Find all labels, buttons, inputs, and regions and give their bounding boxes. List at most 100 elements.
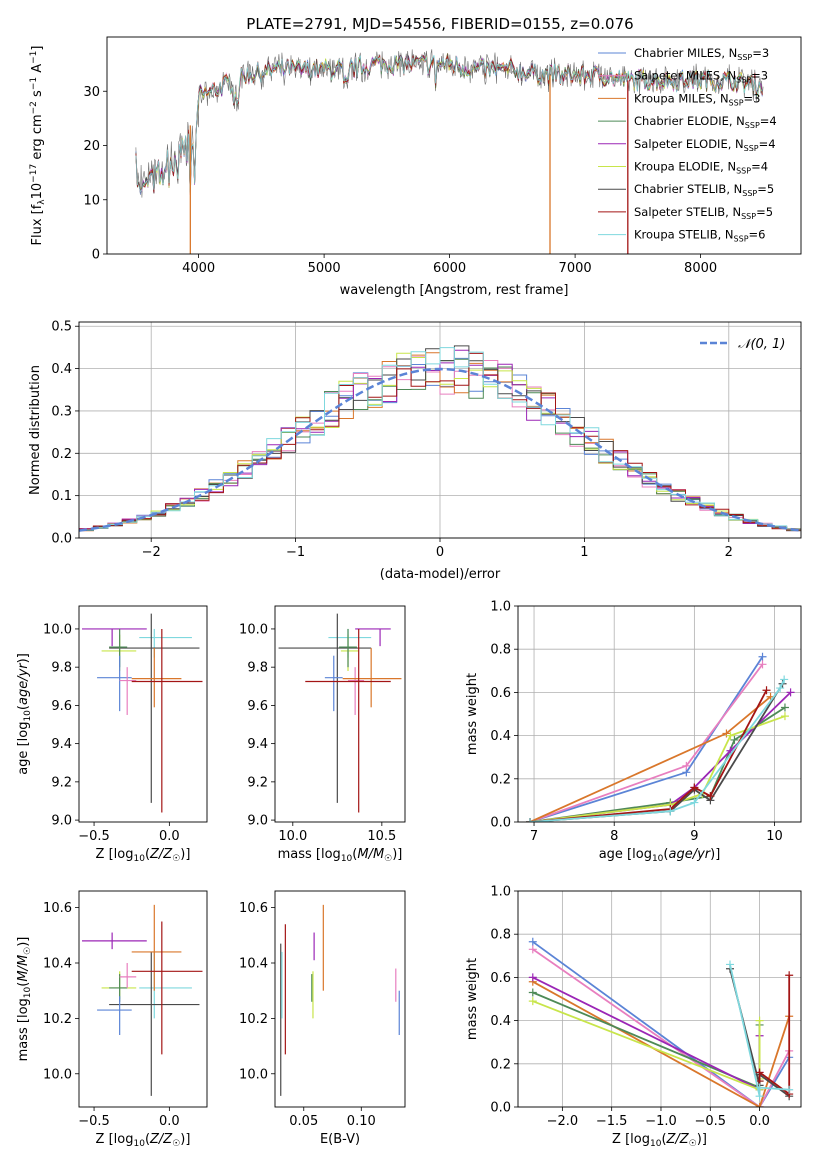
line-salpeter-stelib xyxy=(758,975,791,1096)
label-part: Z [log xyxy=(96,847,134,862)
x-tick-label: −2 xyxy=(142,545,161,560)
label-part: 10 xyxy=(652,854,664,864)
legend-label: Salpeter STELIB, NSSP=5 xyxy=(634,205,773,221)
legend-label-tail: =5 xyxy=(757,182,774,196)
label-part: ( xyxy=(16,705,31,710)
errorbar-chabrier-stelib xyxy=(278,613,372,803)
label-part: 10 xyxy=(30,183,45,200)
marker-kroupa-stelib xyxy=(690,798,699,807)
panel-spectrum: 4000 5000 6000 7000 8000 0 10 20 30 wavelength [A… xyxy=(29,36,802,298)
legend-label: Chabrier MILES, NSSP=3 xyxy=(634,46,769,62)
x-tick-label: 10 xyxy=(766,829,783,844)
marker-salpeter-stelib xyxy=(785,971,794,980)
label-part: )] xyxy=(16,653,31,663)
x-tick-label: 0.05 xyxy=(289,1114,318,1129)
line-salpeter-stelib xyxy=(529,689,768,822)
y-axis-label: mass weight xyxy=(465,958,480,1040)
y-tick-label: 0.4 xyxy=(51,362,72,377)
label-part: Z/Z xyxy=(666,1132,690,1147)
legend-label-main: Kroupa STELIB, N xyxy=(634,228,734,242)
weight-lines xyxy=(526,652,795,822)
legend-label: Salpeter MILES, NSSP=3 xyxy=(634,69,768,85)
figure-title: PLATE=2791, MJD=54556, FIBERID=0155, z=0… xyxy=(246,15,633,33)
errorbar-chabrier-elodie xyxy=(339,628,357,668)
y-tick-label: 10.4 xyxy=(239,957,268,972)
label-part: Z/Z xyxy=(149,1132,173,1147)
y-tick-label: 0.2 xyxy=(490,772,511,787)
marker-chabrier-elodie xyxy=(780,703,789,712)
errorbar-kroupa-stelib xyxy=(139,628,192,658)
line-kroupa-elodie xyxy=(532,1000,761,1092)
y-tick-label: 0.0 xyxy=(51,532,72,547)
spectrum-lines xyxy=(135,49,764,254)
legend-label: Kroupa STELIB, NSSP=6 xyxy=(634,228,765,244)
legend: Chabrier MILES, NSSP=3 Salpeter MILES, NS… xyxy=(598,46,777,244)
x-axis-label: Z [log10(Z/Z☉)] xyxy=(96,847,191,864)
legend-label: Kroupa MILES, NSSP=3 xyxy=(634,91,760,107)
marker-kroupa-elodie xyxy=(780,712,789,721)
x-tick-label: 2 xyxy=(725,545,733,560)
axes-frame xyxy=(274,890,406,1108)
y-tick-label: 9.4 xyxy=(51,737,72,752)
normal-reference-curve xyxy=(79,367,801,532)
y-tick-label: 10.2 xyxy=(43,1012,72,1027)
legend-label-sub: SSP xyxy=(729,98,744,107)
y-tick-label: 10 xyxy=(83,193,100,208)
panel-mass_vs_EBV: 0.05 0.10 10.0 10.2 10.4 10.6 E(B-V) xyxy=(239,890,406,1147)
x-tick-label: 10.0 xyxy=(278,829,307,844)
label-part: 10 xyxy=(650,1139,662,1149)
line-kroupa-stelib xyxy=(529,679,786,822)
axes-frame xyxy=(78,890,208,1108)
label-part: 10 xyxy=(23,710,33,722)
y-tick-label: 9.0 xyxy=(247,814,268,829)
label-part: A xyxy=(30,64,45,77)
legend-label-sub: SSP xyxy=(736,76,751,85)
marker-chabrier-elodie xyxy=(730,735,739,744)
label-part: )] xyxy=(697,1132,707,1147)
label-part: λ xyxy=(37,199,47,205)
legend-label-main: Salpeter STELIB, N xyxy=(634,205,741,219)
label-part: −2 xyxy=(29,101,39,114)
marker-salpeter-elodie xyxy=(528,973,537,982)
x-axis-label: mass [log10(M/M☉)] xyxy=(278,847,403,864)
marker-salpeter-stelib xyxy=(755,1068,764,1077)
legend-label-tail: =3 xyxy=(744,91,761,105)
errorbars xyxy=(82,613,203,813)
marker-kroupa-elodie xyxy=(755,1016,764,1025)
label-part: −1 xyxy=(29,77,39,90)
line-kroupa-stelib xyxy=(729,964,790,1097)
x-tick-label: −0.5 xyxy=(78,829,110,844)
x-tick-label: 10.5 xyxy=(367,829,396,844)
marker-chabrier-miles xyxy=(528,937,537,946)
legend-label-tail: =4 xyxy=(759,137,776,151)
line-chabrier-stelib xyxy=(529,683,784,822)
x-tick-label: 8000 xyxy=(684,261,717,276)
x-tick-label: −0.5 xyxy=(694,1114,726,1129)
marker-kroupa-stelib xyxy=(776,684,785,693)
errorbar-salpeter-miles xyxy=(348,667,365,715)
x-tick-label: −2.0 xyxy=(547,1114,579,1129)
y-tick-label: 0.0 xyxy=(490,1101,511,1116)
y-tick-label: 1.0 xyxy=(490,885,511,900)
label-part: )] xyxy=(16,937,31,947)
line-salpeter-miles xyxy=(532,948,790,1107)
errorbar-chabrier-miles xyxy=(324,655,343,712)
label-part: )] xyxy=(392,847,402,862)
label-part: mass [log xyxy=(278,847,341,862)
legend-label-main: Kroupa ELODIE, N xyxy=(634,160,736,174)
axes-frame xyxy=(517,605,802,823)
errorbar-salpeter-elodie xyxy=(82,628,147,647)
x-axis-label: E(B-V) xyxy=(320,1132,360,1147)
histograms xyxy=(79,345,801,533)
errorbar-salpeter-stelib xyxy=(131,921,203,1055)
y-axis-label: age [log10(age/yr)] xyxy=(16,653,33,775)
y-tick-label: 0.5 xyxy=(51,320,72,335)
marker-salpeter-miles xyxy=(682,761,691,770)
legend-label-tail: =4 xyxy=(760,114,777,128)
x-tick-label: 6000 xyxy=(433,261,466,276)
line-chabrier-miles xyxy=(532,941,790,1107)
marker-chabrier-miles xyxy=(758,652,767,661)
y-tick-label: 10.0 xyxy=(43,1067,72,1082)
label-part: Z [log xyxy=(96,1132,134,1147)
label-part: M/M xyxy=(16,955,31,982)
